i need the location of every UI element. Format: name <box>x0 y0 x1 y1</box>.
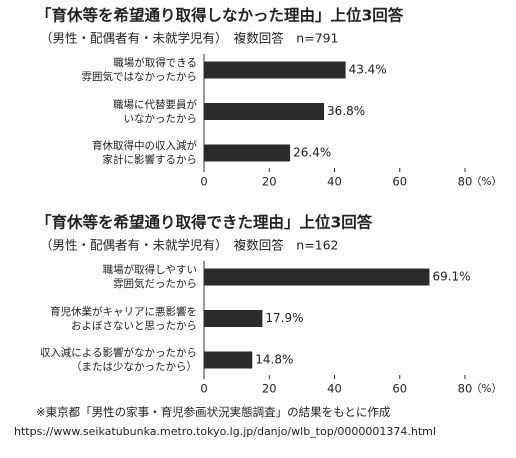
value-label: 14.8% <box>255 353 293 367</box>
category-label: 育児休業がキャリアに悪影響を およぼさないと思ったから <box>50 305 197 332</box>
chart-subtitle: （男性・配偶者有・未就学児有） 複数回答 n=791 <box>40 31 339 46</box>
source-url: https://www.seikatubunka.metro.tokyo.lg.… <box>14 425 436 438</box>
value-label: 17.9% <box>265 311 303 325</box>
category-label: 職場が取得できる 雰囲気ではなかったから <box>81 57 198 83</box>
x-tick-label: 80 <box>458 382 473 396</box>
x-unit: （%） <box>471 383 502 395</box>
chart-title: 「育休等を希望通り取得しなかった理由」上位3回答 <box>36 6 404 25</box>
bar <box>204 61 346 79</box>
footnote: ※東京都「男性の家事・育児参画状況実態調査」の結果をもとに作成 <box>36 405 391 419</box>
value-label: 36.8% <box>327 104 365 118</box>
x-tick-label: 0 <box>200 175 207 189</box>
x-tick-label: 40 <box>327 382 342 396</box>
x-tick-label: 20 <box>262 175 277 189</box>
x-unit: （%） <box>471 176 502 188</box>
category-label: 育休取得中の収入減が 家計に影響するから <box>92 140 197 166</box>
x-tick-label: 20 <box>262 382 277 396</box>
bar <box>204 268 430 286</box>
bar <box>204 103 325 120</box>
x-tick-label: 60 <box>392 175 407 189</box>
x-tick-label: 40 <box>327 175 342 189</box>
bar <box>204 144 291 162</box>
chart-title: 「育休等を希望通り取得できた理由」上位3回答 <box>36 213 373 232</box>
category-label: 収入減による影響がなかったから （または少なかったから） <box>39 347 197 373</box>
x-tick-label: 0 <box>200 382 207 396</box>
x-tick-label: 80 <box>458 175 473 189</box>
chart-subtitle: （男性・配偶者有・未就学児有） 複数回答 n=162 <box>40 238 339 253</box>
category-label: 職場に代替要員が いなかったから <box>113 98 197 125</box>
value-label: 26.4% <box>293 146 331 160</box>
value-label: 43.4% <box>349 63 387 77</box>
bar <box>204 351 253 369</box>
category-label: 職場が取得しやすい 雰囲気だったから <box>102 264 197 290</box>
x-tick-label: 60 <box>392 382 407 396</box>
bar <box>204 310 263 327</box>
value-label: 69.1% <box>432 270 470 284</box>
